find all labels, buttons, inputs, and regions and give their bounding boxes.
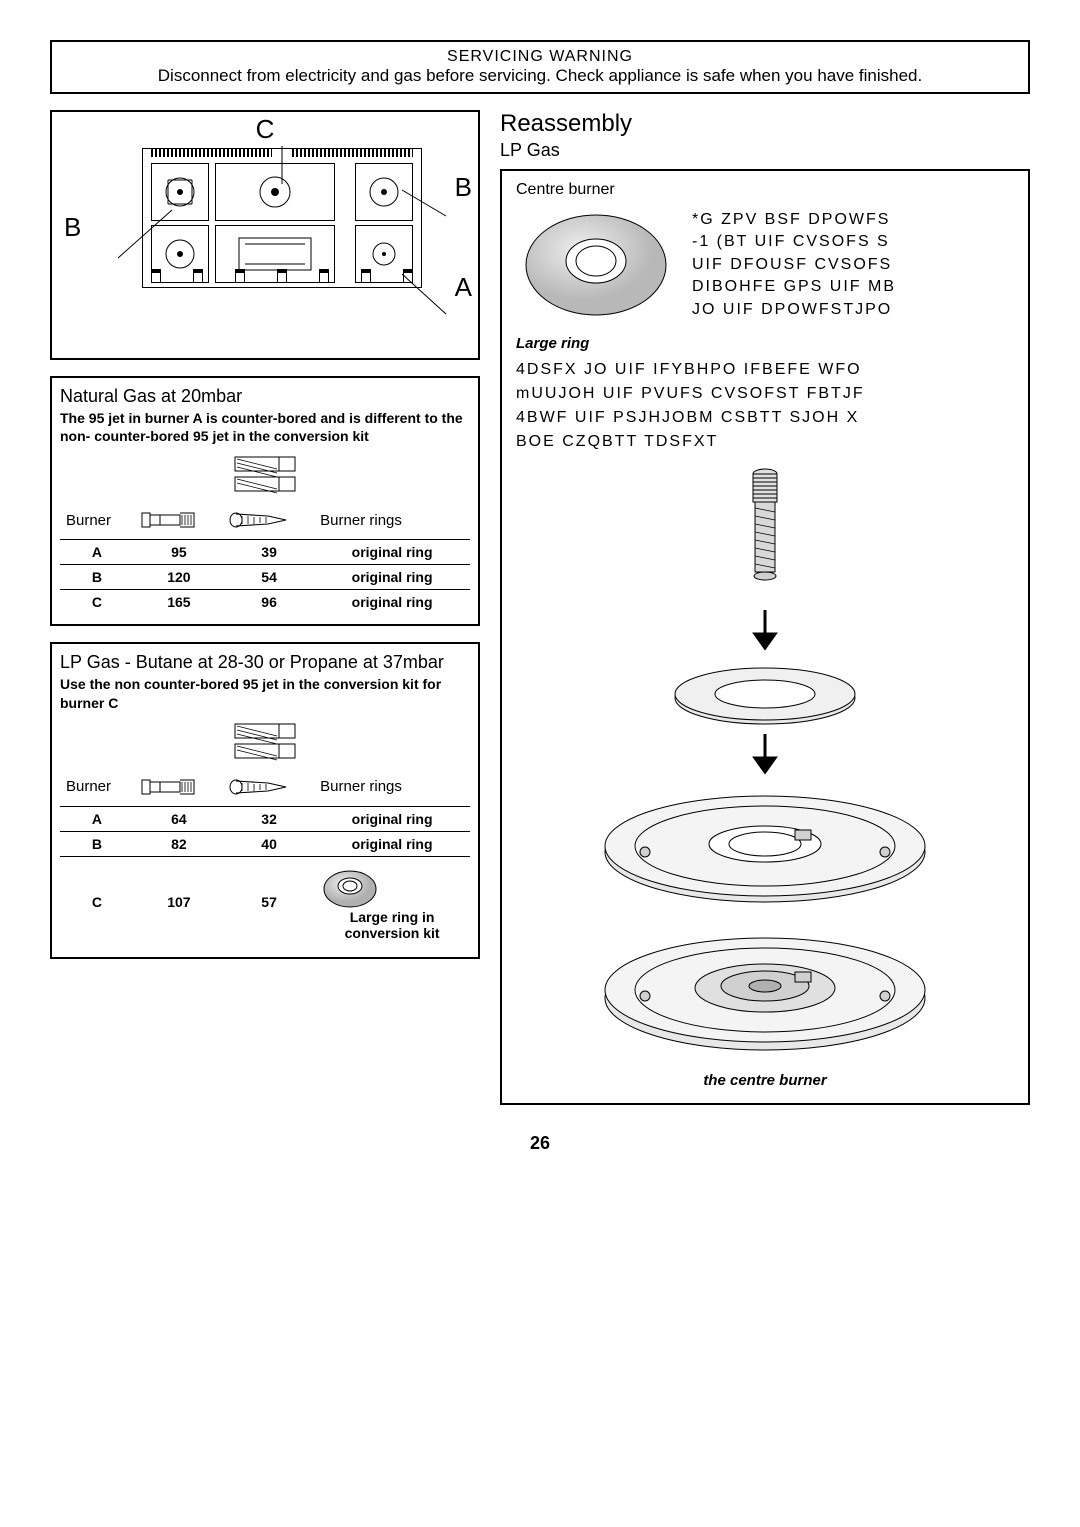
main-row: C B B A xyxy=(50,110,1030,1105)
arrow-down-icon xyxy=(745,608,785,654)
table-row: B8240original ring xyxy=(60,831,470,856)
lp-table: Burner Burner rings A6432original ringB8… xyxy=(60,768,470,947)
table-cell: 96 xyxy=(224,590,314,615)
large-ring-title: Large ring xyxy=(516,335,1014,352)
table-row: C10757Large ring in conversion kit xyxy=(60,856,470,947)
table-cell: 107 xyxy=(134,856,224,947)
lp-subtitle: Use the non counter-bored 95 jet in the … xyxy=(60,675,470,711)
burner-base-assembled-icon xyxy=(595,916,935,1066)
table-cell: C xyxy=(60,856,134,947)
table-cell: 120 xyxy=(134,565,224,590)
reassembly-subtitle: LP Gas xyxy=(500,140,1030,161)
venturi-icon xyxy=(735,464,795,604)
jet-icon-header xyxy=(134,501,224,540)
burner-tc xyxy=(215,163,335,221)
page-number: 26 xyxy=(50,1133,1030,1154)
label-c: C xyxy=(256,114,275,145)
table-row: B12054original ring xyxy=(60,565,470,590)
table-row: A9539original ring xyxy=(60,540,470,565)
centre-burner-row: *G ZPV BSF DPOWFS-1 (BT UIF CVSOFS SUIF … xyxy=(516,205,1014,325)
ng-subtitle: The 95 jet in burner A is counter-bored … xyxy=(60,409,470,445)
burner-base-top-icon xyxy=(595,782,935,912)
screw-icon-header xyxy=(224,501,314,540)
knob xyxy=(235,269,245,283)
ng-table: Burner Burner rings A9539original ringB1… xyxy=(60,501,470,614)
right-column: Reassembly LP Gas Centre burner *G ZPV B… xyxy=(500,110,1030,1105)
lp-gas-table-box: LP Gas - Butane at 28-30 or Propane at 3… xyxy=(50,642,480,958)
table-cell: A xyxy=(60,540,134,565)
knob xyxy=(361,269,371,283)
ng-col-burner: Burner xyxy=(60,501,134,540)
knob xyxy=(403,269,413,283)
knob xyxy=(319,269,329,283)
lp-col-rings: Burner rings xyxy=(314,768,470,807)
screw-icon-header xyxy=(224,768,314,807)
table-cell: 57 xyxy=(224,856,314,947)
reassembly-box: Centre burner *G ZPV BSF DPOWFS-1 (BT UI… xyxy=(500,169,1030,1105)
table-row: A6432original ring xyxy=(60,806,470,831)
table-cell: 32 xyxy=(224,806,314,831)
warning-content: SERVICING WARNING Disconnect from electr… xyxy=(52,42,1028,92)
exploded-view xyxy=(516,464,1014,1066)
knob xyxy=(151,269,161,283)
warning-text: Disconnect from electricity and gas befo… xyxy=(58,66,1022,86)
burner-tl xyxy=(151,163,209,221)
arrow-down-icon xyxy=(745,732,785,778)
jet-illustration-lp xyxy=(60,718,470,764)
jet-icon-header xyxy=(134,768,224,807)
table-cell: 95 xyxy=(134,540,224,565)
table-cell: 40 xyxy=(224,831,314,856)
cooktop-illustration xyxy=(142,148,422,318)
lp-col-burner: Burner xyxy=(60,768,134,807)
table-cell: 64 xyxy=(134,806,224,831)
centre-burner-text: *G ZPV BSF DPOWFS-1 (BT UIF CVSOFS SUIF … xyxy=(692,209,1014,321)
knob xyxy=(193,269,203,283)
table-cell: 165 xyxy=(134,590,224,615)
table-cell: C xyxy=(60,590,134,615)
top-strip xyxy=(151,149,413,157)
spacer-ring-icon xyxy=(665,658,865,728)
warning-title: SERVICING WARNING xyxy=(58,48,1022,66)
table-cell: 82 xyxy=(134,831,224,856)
table-cell: B xyxy=(60,831,134,856)
ring-caption: Large ring in conversion kit xyxy=(320,909,464,941)
stove-top xyxy=(142,148,422,288)
exploded-caption: the centre burner xyxy=(516,1072,1014,1089)
table-cell: 39 xyxy=(224,540,314,565)
ng-col-rings: Burner rings xyxy=(314,501,470,540)
warning-box: SERVICING WARNING Disconnect from electr… xyxy=(50,40,1030,94)
table-cell: original ring xyxy=(314,806,470,831)
table-cell: A xyxy=(60,806,134,831)
jet-illustration xyxy=(60,451,470,497)
table-cell: B xyxy=(60,565,134,590)
centre-burner-ring-icon xyxy=(516,205,676,325)
knob xyxy=(277,269,287,283)
label-b-right: B xyxy=(455,172,472,203)
large-ring-icon xyxy=(320,863,380,909)
table-cell: 54 xyxy=(224,565,314,590)
table-cell: original ring xyxy=(314,590,470,615)
burner-tr xyxy=(355,163,413,221)
lp-title: LP Gas - Butane at 28-30 or Propane at 3… xyxy=(60,652,470,673)
left-column: C B B A xyxy=(50,110,480,1105)
label-b-left: B xyxy=(64,212,81,243)
cooktop-diagram-box: C B B A xyxy=(50,110,480,360)
table-cell: original ring xyxy=(314,565,470,590)
table-cell: Large ring in conversion kit xyxy=(314,856,470,947)
table-row: C16596original ring xyxy=(60,590,470,615)
knob-row xyxy=(151,269,413,285)
natural-gas-table-box: Natural Gas at 20mbar The 95 jet in burn… xyxy=(50,376,480,626)
centre-burner-title: Centre burner xyxy=(516,181,1014,199)
table-cell: original ring xyxy=(314,540,470,565)
ng-title: Natural Gas at 20mbar xyxy=(60,386,470,407)
table-cell: original ring xyxy=(314,831,470,856)
label-a: A xyxy=(455,272,472,303)
reassembly-title: Reassembly xyxy=(500,110,1030,138)
large-ring-text: 4DSFX JO UIF IFYBHPO IFBEFE WFOmUUJOH UI… xyxy=(516,358,1014,454)
